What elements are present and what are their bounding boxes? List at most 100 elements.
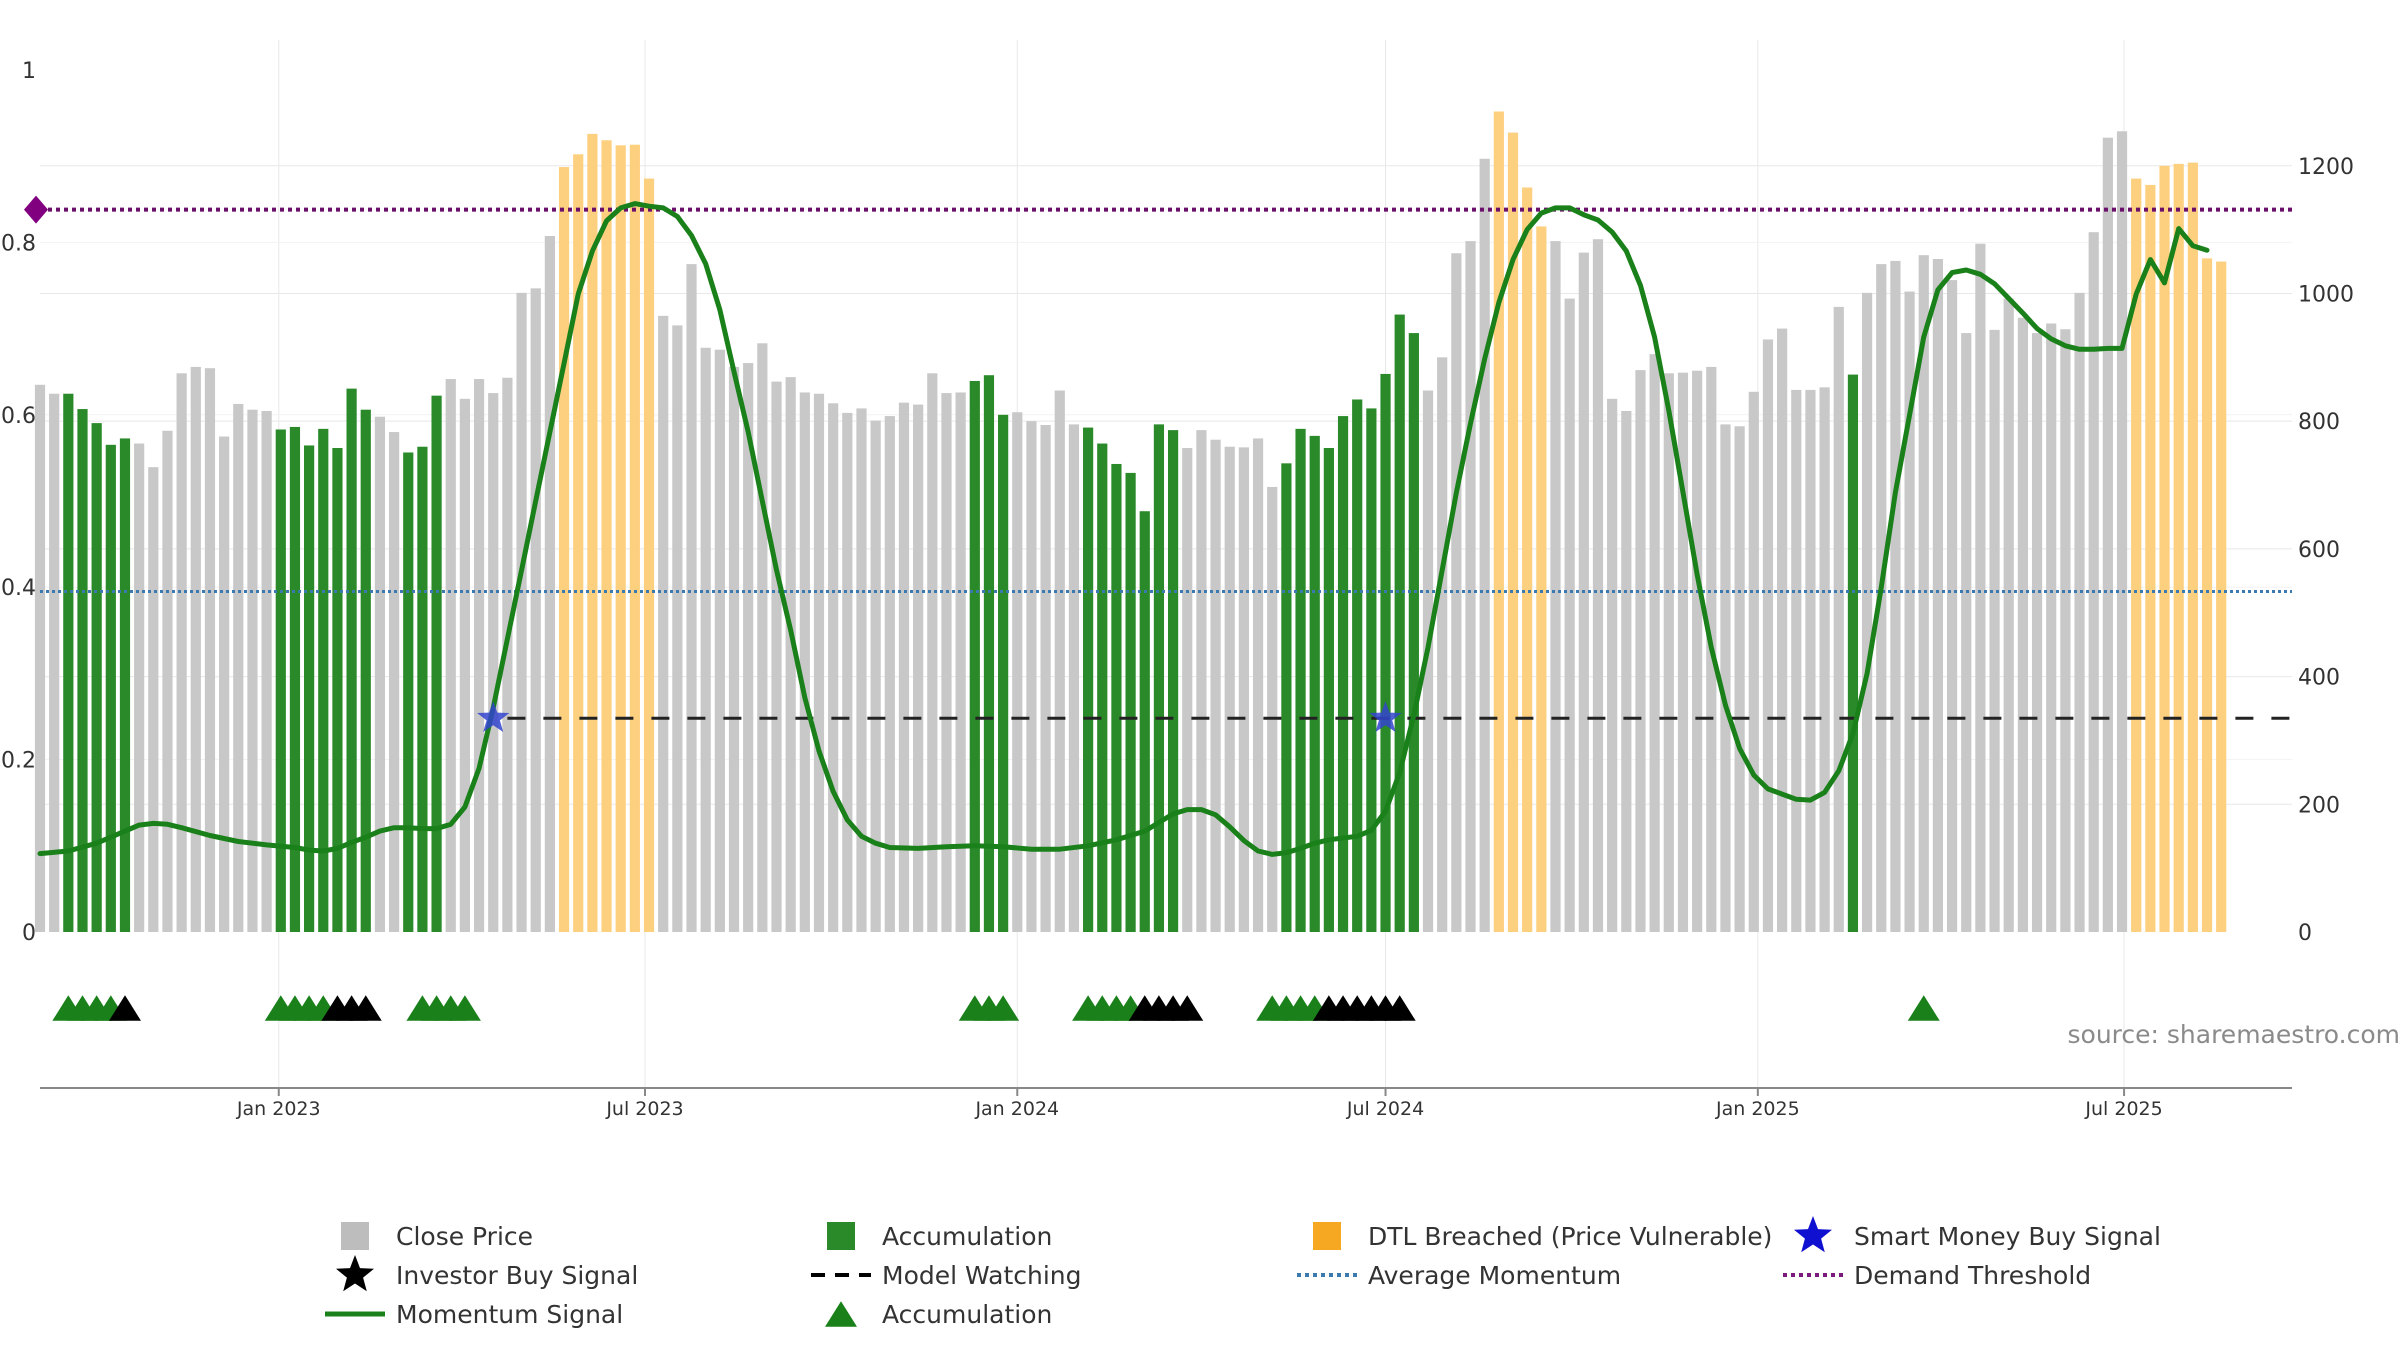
legend-item: Close Price [341,1222,533,1251]
left-tick-label: 0.2 [1,749,36,774]
right-tick-label: 800 [2298,410,2340,435]
close-price-bar [1239,447,1249,932]
legend-square-icon [827,1222,855,1250]
accumulation-bar [1395,315,1405,932]
accumulation-bar [304,445,314,932]
close-price-bar [247,410,257,932]
accumulation-bar [1295,429,1305,932]
close-price-bar [701,348,711,932]
close-price-bar [2004,299,2014,932]
dtl-breached-bar [1494,112,1504,932]
dtl-breached-bar [644,179,654,932]
close-price-bar [1026,421,1036,932]
close-price-bar [1820,387,1830,932]
close-price-bar [1735,426,1745,932]
close-price-bar [1210,440,1220,932]
legend-label: Average Momentum [1368,1261,1621,1290]
legend-label: Smart Money Buy Signal [1854,1222,2161,1251]
close-price-bar [757,343,767,932]
close-price-bar [1805,390,1815,932]
close-price-bar [1664,373,1674,932]
close-price-bar [2103,138,2113,932]
close-price-bar [516,293,526,932]
x-tick-label: Jan 2025 [1715,1098,1800,1120]
close-price-bar [177,373,187,932]
x-tick-label: Jul 2023 [605,1098,683,1120]
close-price-bar [134,444,144,932]
close-price-bar [800,392,810,932]
legend-label: DTL Breached (Price Vulnerable) [1368,1222,1772,1251]
accumulation-bar [1125,473,1135,932]
close-price-bar [1253,438,1263,932]
close-price-bar [1678,373,1688,932]
legend-item: DTL Breached (Price Vulnerable) [1313,1222,1772,1251]
x-tick-label: Jan 2023 [236,1098,321,1120]
close-price-bar [1550,241,1560,932]
accumulation-bar [318,429,328,932]
accumulation-bar [120,438,130,932]
legend-item: Accumulation [827,1222,1052,1251]
dtl-breached-bar [2145,185,2155,932]
close-price-bar [1975,244,1985,932]
bars-layer [35,112,2226,932]
dtl-breached-bar [2174,164,2184,932]
accumulation-bar [1111,464,1121,932]
accumulation-bar [1380,374,1390,932]
legend-item: Average Momentum [1297,1261,1621,1290]
close-price-bar [856,408,866,932]
close-price-bar [1480,159,1490,932]
accumulation-bar [1324,448,1334,932]
dtl-breached-bar [601,140,611,932]
close-price-bar [913,405,923,932]
close-price-bar [1621,411,1631,932]
legend-star-icon [336,1255,374,1291]
dtl-breached-bar [2188,163,2198,932]
close-price-bar [262,411,272,932]
legend-label: Accumulation [882,1222,1052,1251]
close-price-bar [1961,333,1971,932]
legend-item: Smart Money Buy Signal [1794,1216,2161,1252]
accumulation-bar [431,396,441,932]
close-price-bar [389,432,399,932]
close-price-bar [1635,370,1645,932]
close-price-bar [1791,390,1801,932]
x-tick-label: Jan 2024 [974,1098,1059,1120]
close-price-bar [474,379,484,932]
close-price-bar [1890,261,1900,932]
accumulation-bar [1097,444,1107,932]
close-price-bar [1267,487,1277,932]
accumulation-bar [970,381,980,932]
dtl-breached-bar [573,154,583,932]
accumulation-bar [1083,428,1093,932]
accumulation-bar [361,410,371,932]
close-price-bar [1465,241,1475,932]
close-price-bar [375,417,385,932]
legend-star-icon [1794,1216,1832,1252]
close-price-bar [35,385,45,932]
legend-item: Demand Threshold [1783,1261,2091,1290]
dtl-breached-bar [559,167,569,932]
legend-label: Momentum Signal [396,1300,623,1329]
close-price-bar [814,394,824,932]
accumulation-bar [290,427,300,932]
right-tick-label: 400 [2298,666,2340,691]
left-tick-label: 0.8 [1,231,36,256]
legend-label: Accumulation [882,1300,1052,1329]
right-tick-label: 0 [2298,921,2312,946]
close-price-bar [488,393,498,932]
close-price-bar [205,368,215,932]
close-price-bar [1933,259,1943,932]
close-price-bar [1749,392,1759,932]
accumulation-bar [92,423,102,932]
close-price-bar [1834,307,1844,932]
close-price-bar [1692,371,1702,932]
close-price-bar [1593,239,1603,932]
close-price-bar [446,379,456,932]
dtl-breached-bar [2202,258,2212,932]
close-price-bar [219,437,229,932]
close-price-bar [1196,430,1206,932]
right-tick-label: 200 [2298,793,2340,818]
legend-label: Demand Threshold [1854,1261,2091,1290]
